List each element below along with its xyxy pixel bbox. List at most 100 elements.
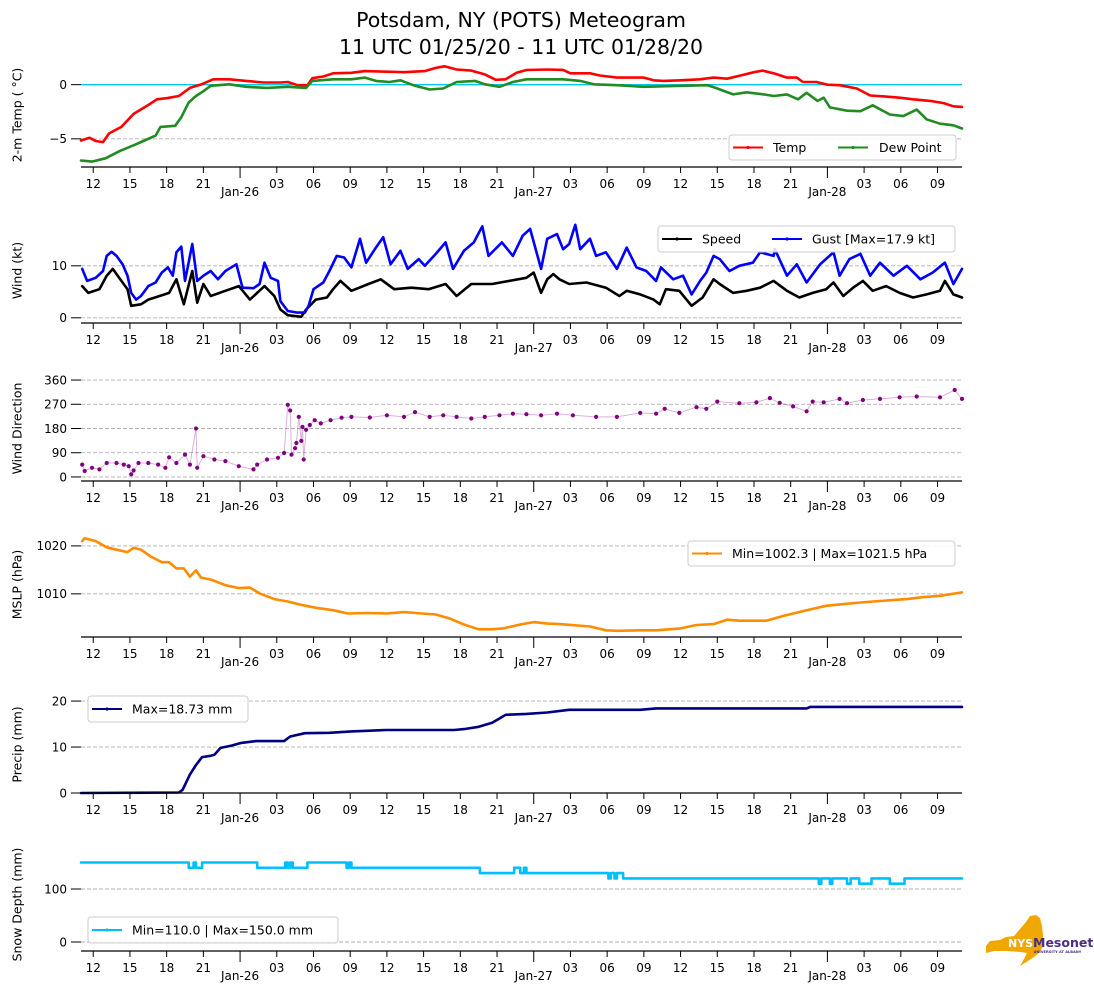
wind-direction-point — [777, 400, 782, 405]
x-tick-label: 18 — [746, 803, 761, 817]
x-tick-label: 18 — [159, 177, 174, 191]
x-tick-label: 06 — [600, 961, 615, 975]
x-tick-label: 09 — [930, 803, 945, 817]
x-tick-label: 06 — [306, 647, 321, 661]
wind-direction-point — [754, 400, 759, 405]
legend-box — [687, 540, 956, 567]
x-tick-label: 18 — [746, 177, 761, 191]
panel-mslp: 1010 1020 12 15 18 21 03 06 09 12 15 18 21 03 06 09 12 15… — [10, 536, 964, 669]
x-tick-label: 18 — [159, 647, 174, 661]
legend-label: Min=1002.3 | Max=1021.5 hPa — [732, 546, 927, 561]
x-day-label: Jan-28 — [807, 969, 846, 983]
legend-label: Dew Point — [879, 140, 942, 155]
wind-direction-point — [299, 438, 304, 443]
x-day-label: Jan-26 — [220, 811, 259, 825]
legend-label: Speed — [702, 232, 741, 247]
wind-direction-point — [959, 396, 965, 401]
x-day-label: Jan-27 — [514, 969, 553, 983]
x-tick-label: 09 — [636, 647, 651, 661]
x-tick-label: 18 — [453, 491, 468, 505]
legend-marker — [105, 928, 109, 932]
y-tick-label: 1020 — [36, 539, 67, 553]
wind-direction-point — [289, 452, 294, 457]
wind-direction-point — [704, 406, 709, 411]
x-tick-label: 03 — [856, 333, 871, 347]
x-day-label: Jan-28 — [807, 655, 846, 669]
wind-direction-point — [201, 454, 206, 459]
wind-direction-point — [401, 414, 407, 419]
wind-direction-point — [791, 404, 796, 409]
x-tick-label: 15 — [416, 333, 431, 347]
precip-line — [79, 705, 964, 795]
wind-direction-point — [318, 421, 323, 426]
x-tick-label: 12 — [86, 647, 101, 661]
wind-direction-point — [223, 459, 228, 464]
panel-wind: 0 10 12 15 18 21 03 06 09 12 15 18 21 03 06 09 12 15 18 21 0… — [10, 223, 964, 355]
wind-direction-point — [570, 413, 576, 418]
wind-direction-point — [251, 467, 256, 472]
x-tick-label: 03 — [856, 647, 871, 661]
wind-direction-point — [715, 399, 720, 404]
x-tick-label: 18 — [746, 491, 761, 505]
x-tick-label: 21 — [783, 177, 798, 191]
y-tick-label: 0 — [59, 935, 67, 949]
wind-direction-point — [654, 411, 659, 416]
legend-marker — [851, 145, 855, 150]
wind-direction-point — [285, 402, 290, 407]
x-tick-label: 21 — [489, 961, 504, 975]
wind-direction-point — [301, 457, 306, 462]
y-axis-label: 2-m Temp ( °C) — [10, 68, 25, 163]
wind-direction-point — [860, 397, 866, 403]
wind-direction-point — [131, 468, 136, 473]
y-tick-label: 10 — [52, 259, 67, 273]
wind-direction-point — [182, 452, 188, 457]
x-day-label: Jan-28 — [807, 499, 846, 513]
wind-direction-point — [82, 468, 87, 474]
wind-gust-line — [80, 223, 964, 314]
y-tick-label: 10 — [52, 740, 67, 754]
x-tick-label: 06 — [600, 647, 615, 661]
x-tick-label: 09 — [930, 333, 945, 347]
x-tick-label: 21 — [489, 803, 504, 817]
x-tick-label: 12 — [673, 491, 688, 505]
wind-speed-line — [80, 267, 964, 319]
wind-direction-point — [952, 387, 957, 393]
x-tick-label: 18 — [453, 803, 468, 817]
wind-direction-point — [662, 406, 667, 411]
legend-temp: Temp Dew Point — [728, 134, 957, 161]
x-tick-label: 09 — [636, 333, 651, 347]
x-tick-label: 18 — [746, 961, 761, 975]
wind-direction-point — [129, 472, 134, 477]
x-tick-label: 21 — [196, 177, 211, 191]
x-tick-label: 06 — [600, 491, 615, 505]
legend-mslp: Min=1002.3 | Max=1021.5 hPa — [687, 540, 956, 567]
wind-direction-point — [97, 467, 102, 472]
wind-direction-point — [454, 414, 459, 419]
x-tick-label: 15 — [416, 961, 431, 975]
y-tick-label: −5 — [49, 132, 67, 146]
x-tick-label: 15 — [416, 803, 431, 817]
x-tick-label: 15 — [416, 491, 431, 505]
wind-direction-point — [412, 410, 418, 415]
wind-direction-point — [524, 412, 529, 417]
wind-direction-point — [187, 462, 192, 467]
wind-direction-point — [614, 414, 620, 419]
panel-snow-depth: 0 100 12 15 18 21 03 06 09 12 15 18 21 03 06 09 12 15 18 21… — [10, 848, 964, 983]
x-tick-label: 21 — [489, 647, 504, 661]
x-tick-label: 09 — [930, 177, 945, 191]
wind-direction-point — [264, 457, 270, 462]
x-tick-label: 15 — [122, 333, 137, 347]
x-tick-label: 21 — [783, 333, 798, 347]
legend-marker — [785, 237, 789, 241]
wind-direction-point — [282, 450, 287, 456]
wind-direction-point — [804, 409, 809, 414]
x-day-label: Jan-28 — [807, 185, 846, 199]
x-tick-label: 06 — [893, 961, 908, 975]
wind-direction-point — [104, 460, 109, 466]
x-tick-label: 12 — [86, 803, 101, 817]
wind-direction-point — [469, 416, 474, 421]
wind-direction-point — [294, 440, 299, 446]
x-day-label: Jan-27 — [514, 499, 553, 513]
logo-brand: Mesonet — [1033, 935, 1093, 950]
